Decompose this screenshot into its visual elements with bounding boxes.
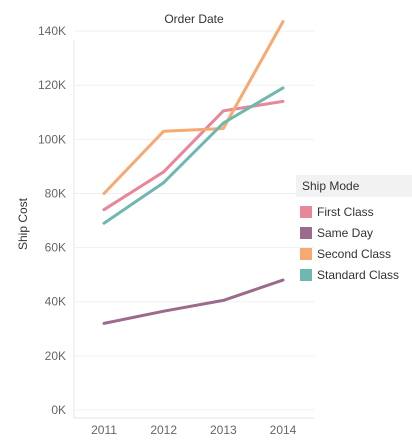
legend-swatch (300, 247, 312, 260)
x-tick-label: 2013 (210, 423, 237, 437)
y-tick-label: 120K (38, 78, 66, 92)
y-tick-label: 40K (45, 295, 66, 309)
y-axis-title: Ship Cost (16, 197, 30, 250)
series-line-standard-class[interactable] (102, 86, 285, 225)
x-tick-label: 2014 (270, 423, 297, 437)
y-tick-label: 80K (45, 186, 66, 200)
series-line-same-day[interactable] (102, 278, 285, 325)
x-tick-label: 2012 (150, 423, 177, 437)
series-lines (102, 20, 285, 325)
y-tick-label: 20K (45, 349, 66, 363)
y-tick-label: 0K (51, 403, 66, 417)
legend-item[interactable]: Second Class (296, 243, 412, 264)
legend-item[interactable]: Same Day (296, 222, 412, 243)
legend-label: Second Class (317, 246, 392, 261)
chart-title: Order Date (164, 12, 224, 26)
legend-swatch (300, 205, 312, 218)
series-line-second-class[interactable] (102, 20, 285, 195)
x-tick-label: 2011 (91, 423, 117, 437)
legend: Ship Mode First Class Same Day Second Clas… (296, 175, 412, 285)
gridlines (74, 30, 314, 411)
legend-title: Ship Mode (296, 175, 412, 197)
y-tick-label: 140K (38, 24, 66, 38)
legend-swatch (300, 226, 312, 239)
legend-swatch (300, 268, 312, 281)
y-tick-label: 100K (38, 132, 66, 146)
legend-label: First Class (317, 204, 374, 219)
axes: 0K 20K 40K 60K 80K 100K 120K 140K 2011 2012 2013 20… (38, 24, 314, 437)
y-tick-label: 60K (45, 241, 66, 255)
legend-item[interactable]: Standard Class (296, 264, 412, 285)
legend-item[interactable]: First Class (296, 201, 412, 222)
legend-label: Same Day (317, 225, 374, 240)
legend-label: Standard Class (317, 267, 400, 282)
